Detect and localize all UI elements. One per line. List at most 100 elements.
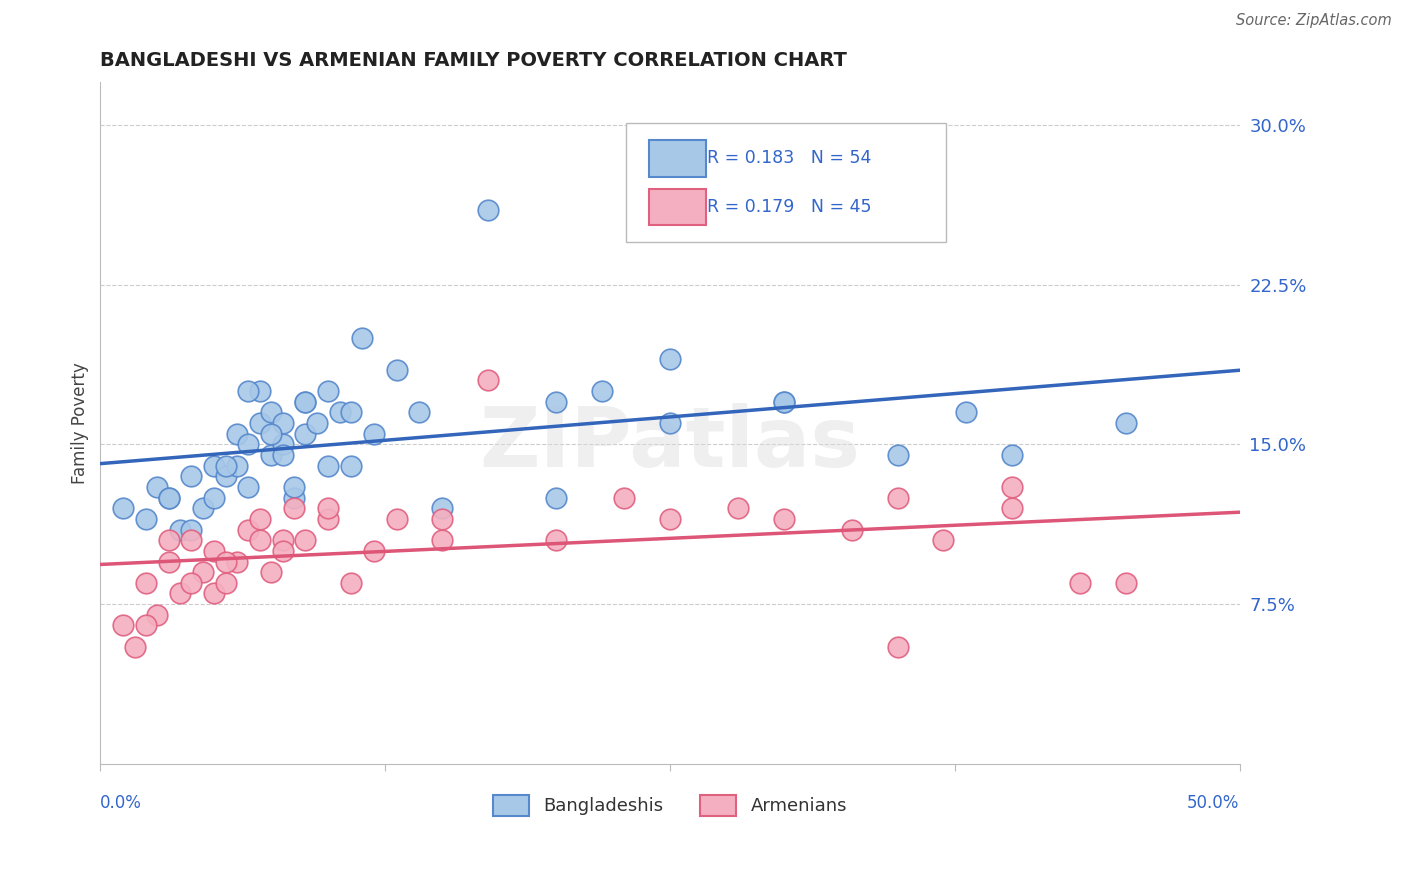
Text: ZIPatlas: ZIPatlas — [479, 403, 860, 484]
Point — [271, 416, 294, 430]
Point — [283, 491, 305, 505]
Point — [591, 384, 613, 398]
Point — [773, 512, 796, 526]
Text: BANGLADESHI VS ARMENIAN FAMILY POVERTY CORRELATION CHART: BANGLADESHI VS ARMENIAN FAMILY POVERTY C… — [100, 51, 848, 70]
Point — [658, 416, 681, 430]
Point — [1069, 575, 1091, 590]
Point — [249, 416, 271, 430]
Point — [260, 565, 283, 579]
Text: 50.0%: 50.0% — [1187, 795, 1240, 813]
Point — [112, 501, 135, 516]
Point — [202, 586, 225, 600]
Point — [169, 523, 191, 537]
Point — [226, 554, 249, 568]
Text: R = 0.183   N = 54: R = 0.183 N = 54 — [707, 150, 870, 168]
Point — [271, 437, 294, 451]
Point — [271, 544, 294, 558]
Point — [191, 565, 214, 579]
Point — [271, 533, 294, 548]
Point — [180, 533, 202, 548]
Point — [955, 405, 977, 419]
Y-axis label: Family Poverty: Family Poverty — [72, 362, 89, 484]
Point — [544, 394, 567, 409]
Point — [294, 394, 316, 409]
Point — [271, 448, 294, 462]
Point — [658, 352, 681, 367]
Legend: Bangladeshis, Armenians: Bangladeshis, Armenians — [486, 788, 853, 823]
Point — [430, 512, 453, 526]
Point — [1001, 448, 1024, 462]
Point — [544, 491, 567, 505]
Point — [135, 512, 157, 526]
Point — [135, 575, 157, 590]
Point — [363, 426, 385, 441]
Point — [214, 458, 236, 473]
Point — [658, 512, 681, 526]
Point — [157, 554, 180, 568]
Point — [385, 363, 408, 377]
Point — [180, 575, 202, 590]
Point — [316, 512, 339, 526]
Point — [544, 533, 567, 548]
Point — [887, 640, 910, 654]
Point — [202, 491, 225, 505]
Point — [191, 501, 214, 516]
Point — [316, 501, 339, 516]
Point — [408, 405, 430, 419]
Point — [283, 480, 305, 494]
Point — [385, 512, 408, 526]
Point — [887, 491, 910, 505]
Point — [316, 384, 339, 398]
Point — [202, 544, 225, 558]
Point — [430, 501, 453, 516]
Point — [238, 437, 260, 451]
Point — [214, 575, 236, 590]
Point — [157, 533, 180, 548]
Point — [294, 426, 316, 441]
Point — [249, 533, 271, 548]
Point — [1001, 480, 1024, 494]
Point — [932, 533, 955, 548]
Point — [180, 523, 202, 537]
Point — [157, 491, 180, 505]
Point — [146, 480, 169, 494]
Point — [773, 394, 796, 409]
Point — [841, 523, 863, 537]
Point — [1115, 416, 1137, 430]
Point — [214, 554, 236, 568]
Point — [773, 394, 796, 409]
Point — [238, 480, 260, 494]
Point — [249, 512, 271, 526]
Point — [352, 331, 374, 345]
Point — [363, 544, 385, 558]
Point — [260, 426, 283, 441]
Point — [260, 448, 283, 462]
Point — [238, 384, 260, 398]
Point — [112, 618, 135, 632]
Point — [1115, 575, 1137, 590]
Text: Source: ZipAtlas.com: Source: ZipAtlas.com — [1236, 13, 1392, 29]
Point — [260, 405, 283, 419]
Point — [1001, 501, 1024, 516]
Point — [238, 523, 260, 537]
Text: 0.0%: 0.0% — [100, 795, 142, 813]
Point — [340, 575, 363, 590]
Point — [226, 426, 249, 441]
Point — [477, 203, 499, 218]
Point — [477, 374, 499, 388]
Point — [249, 384, 271, 398]
Point — [727, 501, 749, 516]
Point — [283, 501, 305, 516]
Point — [157, 491, 180, 505]
Point — [202, 458, 225, 473]
Point — [214, 469, 236, 483]
Point — [180, 469, 202, 483]
Point — [329, 405, 352, 419]
Point — [430, 533, 453, 548]
Point — [316, 458, 339, 473]
Point — [169, 586, 191, 600]
Point — [135, 618, 157, 632]
Point — [124, 640, 146, 654]
Point — [887, 448, 910, 462]
Point — [226, 458, 249, 473]
